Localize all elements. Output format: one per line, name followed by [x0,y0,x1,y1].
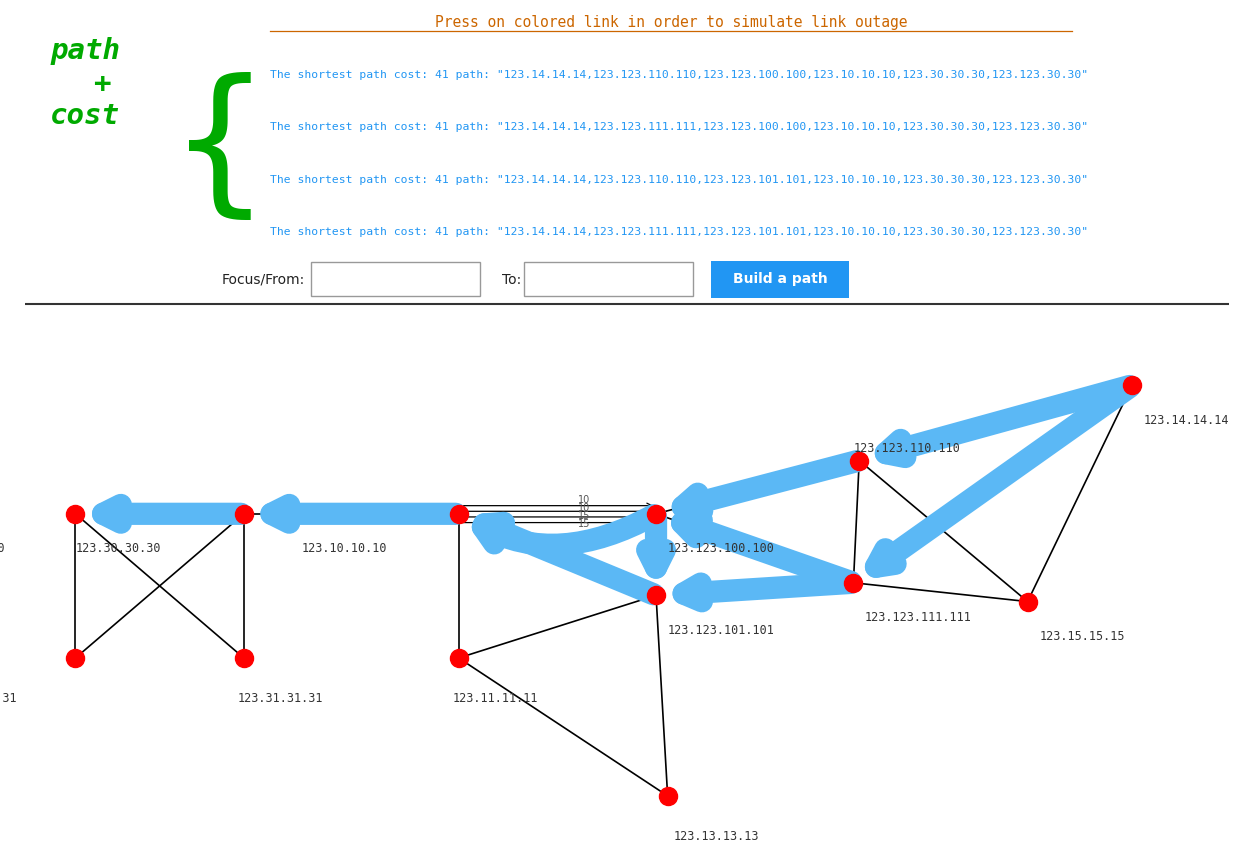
Text: To:: To: [502,273,520,287]
Text: The shortest path cost: 41 path: "123.14.14.14,123.123.110.110,123.123.101.101,1: The shortest path cost: 41 path: "123.14… [270,174,1087,185]
Text: 123.31.31.31: 123.31.31.31 [238,693,324,706]
Text: 123.123.111.111: 123.123.111.111 [865,611,972,624]
Text: 15: 15 [578,511,591,522]
Text: path
  +
cost: path + cost [50,37,120,130]
Text: {: { [168,72,271,227]
Text: Focus/From:: Focus/From: [222,273,305,287]
FancyBboxPatch shape [311,262,480,297]
FancyBboxPatch shape [711,260,849,298]
FancyBboxPatch shape [524,262,693,297]
Text: 15: 15 [578,519,591,529]
Text: 123.10.10.10: 123.10.10.10 [302,542,387,555]
Text: Build a path: Build a path [732,272,828,286]
Text: 123.14.14.14: 123.14.14.14 [1144,413,1229,426]
Text: 123.30.30.30: 123.30.30.30 [75,542,161,555]
Text: The shortest path cost: 41 path: "123.14.14.14,123.123.110.110,123.123.100.100,1: The shortest path cost: 41 path: "123.14… [270,69,1087,80]
Text: 123.15.15.15: 123.15.15.15 [1040,630,1125,643]
Text: 123.11.11.11: 123.11.11.11 [453,693,538,706]
Text: 10: 10 [578,503,591,513]
Text: Press on colored link in order to simulate link outage: Press on colored link in order to simula… [435,15,907,30]
Text: 123.123.101.101: 123.123.101.101 [667,623,775,636]
Text: The shortest path cost: 41 path: "123.14.14.14,123.123.111.111,123.123.101.101,1: The shortest path cost: 41 path: "123.14… [270,227,1087,237]
Text: 123.123.110.110: 123.123.110.110 [854,442,961,455]
Text: 123.123.30.30: 123.123.30.30 [0,542,5,555]
Text: 123.13.13.13: 123.13.13.13 [673,831,759,844]
Text: 10: 10 [578,495,591,505]
Text: The shortest path cost: 41 path: "123.14.14.14,123.123.111.111,123.123.100.100,1: The shortest path cost: 41 path: "123.14… [270,122,1087,132]
Text: 123.123.31.31: 123.123.31.31 [0,693,18,706]
Text: 123.123.100.100: 123.123.100.100 [667,542,775,555]
